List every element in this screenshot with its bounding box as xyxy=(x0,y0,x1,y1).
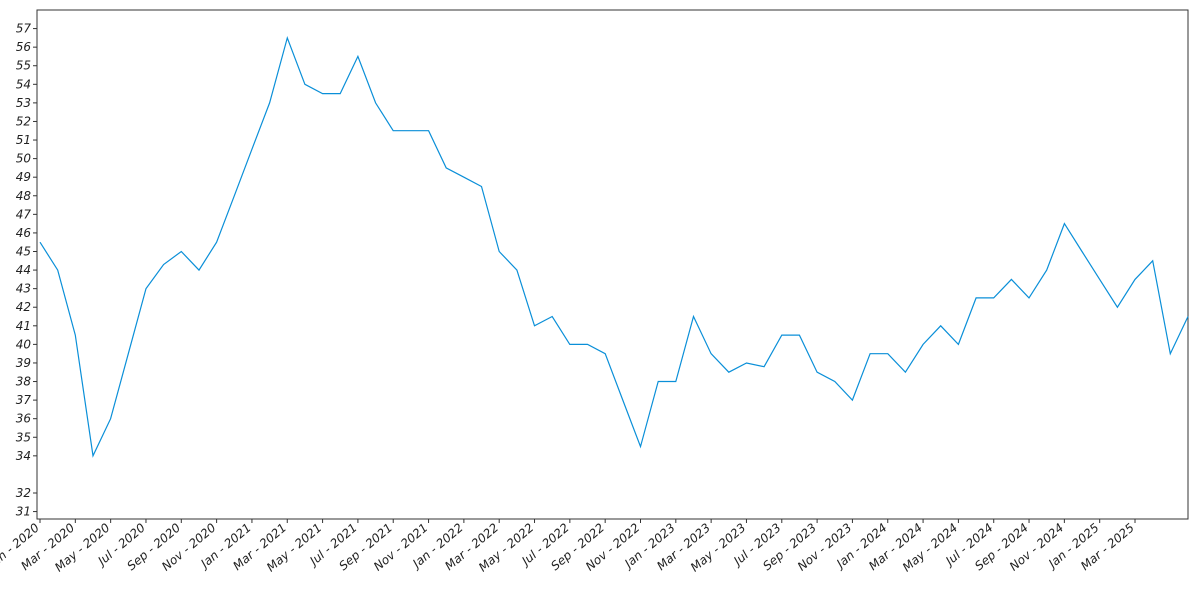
y-tick-label: 43 xyxy=(16,282,31,296)
plot-frame xyxy=(36,9,1189,520)
y-tick-label: 41 xyxy=(16,319,31,333)
y-tick-label: 37 xyxy=(16,393,32,407)
y-tick-label: 52 xyxy=(16,114,31,128)
y-tick-label: 35 xyxy=(16,430,31,444)
y-tick-label: 48 xyxy=(16,189,32,203)
y-tick-label: 47 xyxy=(16,207,32,221)
price-line xyxy=(39,35,1189,458)
y-tick-label: 49 xyxy=(16,170,31,184)
y-tick-label: 55 xyxy=(16,59,31,73)
y-tick-label: 54 xyxy=(16,77,31,91)
y-tick-label: 56 xyxy=(16,40,32,54)
y-tick-label: 50 xyxy=(16,152,32,166)
y-tick-label: 38 xyxy=(16,375,32,389)
y-tick-label: 46 xyxy=(16,226,32,240)
y-tick-label: 42 xyxy=(16,300,31,314)
y-tick-label: 36 xyxy=(16,412,32,426)
y-tick-label: 51 xyxy=(16,133,31,147)
y-tick-label: 31 xyxy=(16,505,31,519)
y-tick-label: 57 xyxy=(16,22,32,36)
y-tick-label: 40 xyxy=(16,337,32,351)
y-tick-label: 45 xyxy=(16,244,31,258)
y-tick-label: 32 xyxy=(16,486,31,500)
y-tick-label: 53 xyxy=(16,96,31,110)
y-tick-label: 44 xyxy=(16,263,31,277)
y-tick-label: 39 xyxy=(16,356,31,370)
y-tick-label: 34 xyxy=(16,449,31,463)
